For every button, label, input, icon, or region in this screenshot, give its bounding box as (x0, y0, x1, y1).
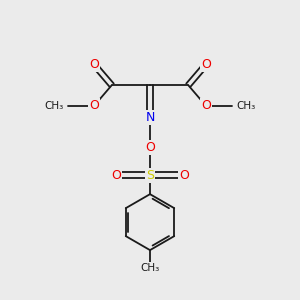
Text: O: O (89, 58, 99, 71)
Text: O: O (201, 58, 211, 71)
Text: N: N (145, 111, 155, 124)
Text: O: O (179, 169, 189, 182)
Text: CH₃: CH₃ (237, 101, 256, 111)
Text: O: O (201, 99, 211, 112)
Text: CH₃: CH₃ (140, 263, 160, 273)
Text: CH₃: CH₃ (44, 101, 63, 111)
Text: O: O (145, 141, 155, 154)
Text: O: O (89, 99, 99, 112)
Text: S: S (146, 169, 154, 182)
Text: O: O (111, 169, 121, 182)
